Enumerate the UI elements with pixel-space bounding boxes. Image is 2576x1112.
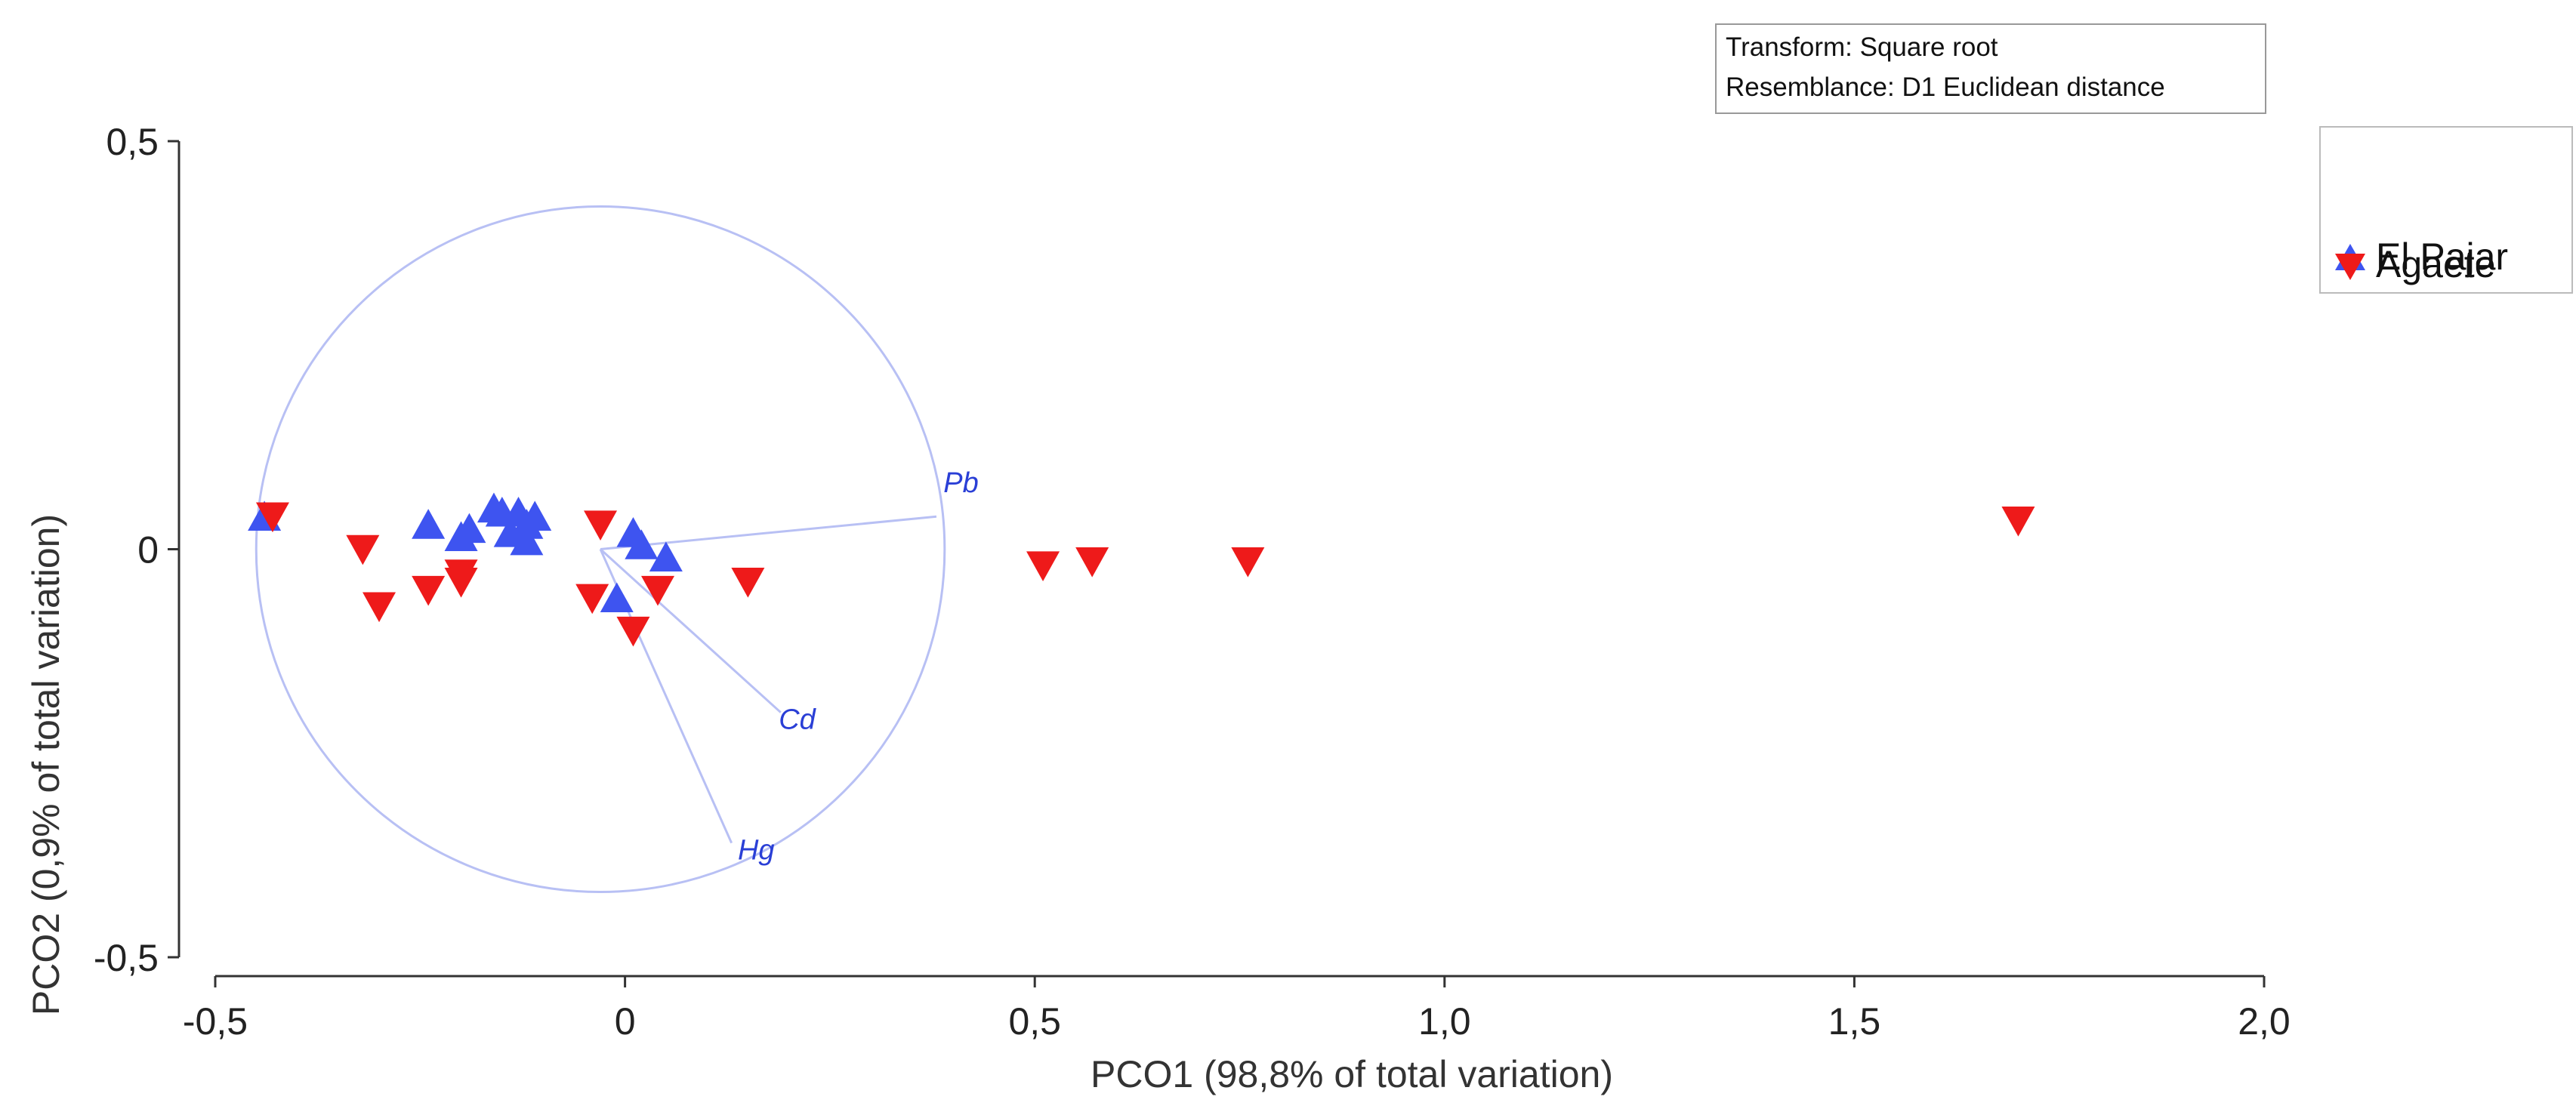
legend-marker-agaete <box>2335 254 2365 280</box>
legend-label-el-pajar: El Pajar <box>2376 236 2508 278</box>
x-tick-label: 0,5 <box>1008 1000 1061 1043</box>
point-agaete <box>1075 547 1109 578</box>
point-layer <box>248 492 2035 647</box>
point-el-pajar <box>600 582 634 613</box>
vector-pb <box>600 515 937 550</box>
point-el-pajar <box>518 501 552 531</box>
y-tick-label: -0,5 <box>94 937 159 979</box>
point-agaete <box>1026 551 1060 582</box>
x-tick-label: 1,5 <box>1828 1000 1881 1043</box>
x-axis-title: PCO1 (98,8% of total variation) <box>1091 1053 1613 1095</box>
correlation-circle-layer <box>255 205 946 894</box>
info-transform: Transform: Square root <box>1726 32 1998 62</box>
point-agaete <box>2001 506 2035 537</box>
point-agaete <box>584 510 618 541</box>
point-agaete <box>575 584 609 615</box>
x-ticks: -0,5 0 0,5 1,0 1,5 2,0 <box>183 976 2291 1043</box>
point-agaete <box>444 568 478 598</box>
info-resemblance: Resemblance: D1 Euclidean distance <box>1726 72 2165 102</box>
correlation-circle <box>255 205 946 894</box>
vector-layer: Pb Cd Hg <box>599 467 979 866</box>
legend-label-agaete: Agaete <box>2376 243 2495 285</box>
vector-label-pb: Pb <box>943 467 978 499</box>
y-tick-label: 0 <box>137 529 159 571</box>
point-el-pajar <box>625 529 659 559</box>
point-agaete <box>255 502 289 533</box>
x-tick-label: 0 <box>615 1000 636 1043</box>
x-tick-label: 2,0 <box>2238 1000 2291 1043</box>
info-box-frame <box>1715 23 2266 114</box>
point-agaete <box>731 568 765 598</box>
x-tick-label: -0,5 <box>183 1000 248 1043</box>
vector-label-cd: Cd <box>779 704 816 735</box>
point-el-pajar <box>412 509 446 539</box>
point-el-pajar <box>452 513 486 544</box>
y-ticks: 0,5 0 -0,5 <box>94 121 179 979</box>
point-agaete <box>1231 547 1265 578</box>
y-tick-label: 0,5 <box>106 121 159 163</box>
point-agaete <box>362 592 396 623</box>
point-agaete <box>641 575 675 606</box>
point-agaete <box>412 575 446 606</box>
vector-cd <box>600 548 782 713</box>
point-agaete <box>616 616 650 647</box>
legend: El Pajar Agaete <box>2319 126 2573 294</box>
point-agaete <box>346 534 380 565</box>
point-el-pajar <box>510 525 544 556</box>
vector-label-hg: Hg <box>738 834 775 866</box>
x-tick-label: 1,0 <box>1418 1000 1471 1043</box>
point-el-pajar <box>649 541 683 572</box>
point-el-pajar <box>493 516 527 547</box>
y-axis-title: PCO2 (0,9% of total variation) <box>25 514 67 1015</box>
info-box: Transform: Square root Resemblance: D1 E… <box>1715 23 2266 114</box>
